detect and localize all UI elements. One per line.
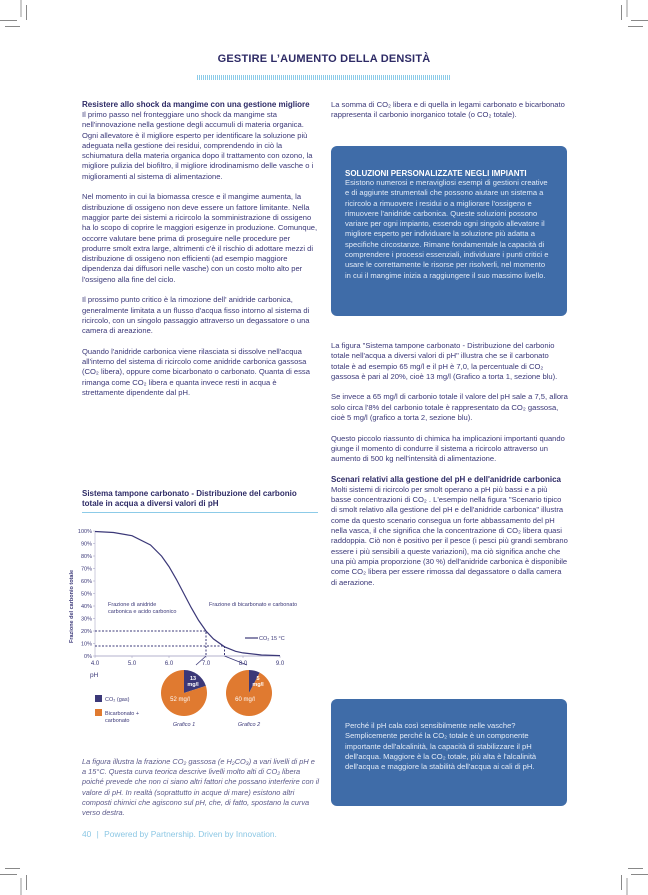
crop-mark: [621, 5, 622, 20]
paragraph: Molti sistemi di ricircolo per smolt ope…: [331, 484, 568, 587]
y-tick-label: 50%: [81, 592, 92, 598]
page-title: GESTIRE L’AUMENTO DELLA DENSITÀ: [217, 53, 431, 65]
series-line: [94, 530, 281, 657]
footer: 40 | Powered by Partnership. Driven by I…: [82, 829, 277, 839]
paragraph: Quando l'anidride carbonica viene rilasc…: [82, 346, 310, 398]
legend-series-label: CO₂ 15 °C: [259, 636, 285, 642]
annotation-left-region: Frazione di anidride carbonica e acido ca…: [108, 602, 177, 615]
crop-mark: [0, 874, 17, 875]
crop-mark: [5, 26, 20, 27]
crop-mark: [631, 874, 648, 875]
left-column: Resistere allo shock da mangime con una …: [82, 100, 320, 409]
pie-slice: [184, 670, 206, 693]
y-tick-label: 70%: [81, 567, 92, 573]
y-tick-label: 10%: [81, 642, 92, 648]
annotation-right-region: Frazione di bicarbonato e carbonato: [209, 602, 297, 608]
crop-mark: [26, 5, 27, 20]
y-tick-label: 0%: [84, 654, 92, 660]
marker-dashed-line: [95, 645, 225, 656]
pie-slice-label: mg/l: [252, 682, 264, 688]
page-number: 40: [82, 829, 92, 839]
y-tick-label: 90%: [81, 542, 92, 548]
paragraph: Il primo passo nel fronteggiare uno shoc…: [82, 110, 314, 181]
chart-title-block: Sistema tampone carbonato - Distribuzion…: [82, 489, 318, 513]
pie-arrow: [195, 655, 207, 666]
pie-slice-label: mg/l: [187, 682, 199, 688]
paragraph: Questo piccolo riassunto di chimica ha i…: [331, 433, 565, 464]
pie-label-2: Grafico 2: [238, 722, 260, 728]
crop-mark: [626, 0, 628, 17]
paragraph: Nel momento in cui la biomassa cresce e …: [82, 192, 318, 284]
carbonate-chart: Frazione del carbonio totale pH Frazione…: [69, 529, 297, 728]
y-axis-label: Frazione del carbonio totale: [69, 570, 75, 643]
crop-mark: [0, 20, 17, 21]
y-tick-label: 40%: [81, 604, 92, 610]
crop-mark: [631, 20, 648, 21]
y-tick-label: 80%: [81, 554, 92, 560]
title-divider: [197, 75, 451, 80]
info-box-solutions: SOLUZIONI PERSONALIZZATE NEGLI IMPIANTI …: [331, 146, 567, 316]
marker-dashed-line: [95, 630, 207, 656]
info-box-ph: Perché il pH cala così sensibilmente nel…: [331, 699, 567, 806]
pie-slice-label: 13: [190, 676, 196, 682]
pie-slice-label: 5: [256, 676, 259, 682]
legend-swatch-co2: [95, 695, 102, 702]
crop-mark: [5, 868, 20, 869]
crop-mark: [20, 0, 22, 17]
pie-slice: [161, 670, 208, 716]
crop-mark: [26, 875, 27, 890]
section-heading: Scenari relativi alla gestione del pH e …: [331, 474, 561, 484]
section-heading: Resistere allo shock da mangime con una …: [82, 100, 310, 109]
paragraph: Se invece a 65 mg/l di carbonio totale i…: [331, 392, 568, 423]
info-box-body: Perché il pH cala così sensibilmente nel…: [345, 721, 537, 772]
pie-slice-label: 52 mg/l: [170, 697, 190, 703]
x-tick-label: 8.0: [239, 661, 248, 667]
pie-label-1: Grafico 1: [173, 722, 195, 728]
right-intro: La somma di CO₂ libera e di quella in le…: [331, 100, 565, 120]
paragraph: Il prossimo punto critico è la rimozione…: [82, 295, 310, 336]
info-box-title: SOLUZIONI PERSONALIZZATE NEGLI IMPIANTI: [345, 169, 527, 178]
legend-label-co2: CO₂ (gas): [105, 697, 130, 703]
y-tick-label: 20%: [81, 629, 92, 635]
y-tick-label: 100%: [78, 529, 92, 535]
footer-separator: |: [96, 829, 99, 839]
y-tick-label: 30%: [81, 617, 92, 623]
paragraph: La figura "Sistema tampone carbonato - D…: [331, 341, 558, 381]
x-axis-label: pH: [90, 672, 99, 679]
crop-mark: [621, 875, 622, 890]
crop-mark: [628, 868, 643, 869]
chart-caption: La figura illustra la frazione CO₂ gasso…: [82, 757, 320, 818]
pie-slice-label: 60 mg/l: [235, 697, 255, 703]
x-tick-label: 4.0: [91, 661, 100, 667]
crop-mark: [628, 26, 643, 27]
x-tick-label: 6.0: [165, 661, 174, 667]
crop-mark: [20, 878, 22, 895]
legend-label-bicarbonate: Bicarbonato + carbonato: [105, 711, 139, 724]
pie-arrow: [224, 655, 248, 666]
x-tick-label: 7.0: [202, 661, 211, 667]
pie-slice: [249, 670, 260, 693]
pie-slice: [226, 670, 272, 716]
footer-tagline: Powered by Partnership. Driven by Innova…: [104, 829, 277, 839]
legend-swatch-bicarbonate: [95, 709, 102, 716]
x-tick-label: 5.0: [128, 661, 137, 667]
right-column: La figura "Sistema tampone carbonato - D…: [331, 341, 569, 588]
chart-title: Sistema tampone carbonato - Distribuzion…: [82, 489, 297, 508]
x-tick-label: 9.0: [276, 661, 285, 667]
info-box-body: Esistono numerosi e meravigliosi esempi …: [345, 178, 549, 280]
crop-mark: [626, 878, 628, 895]
y-tick-label: 60%: [81, 579, 92, 585]
